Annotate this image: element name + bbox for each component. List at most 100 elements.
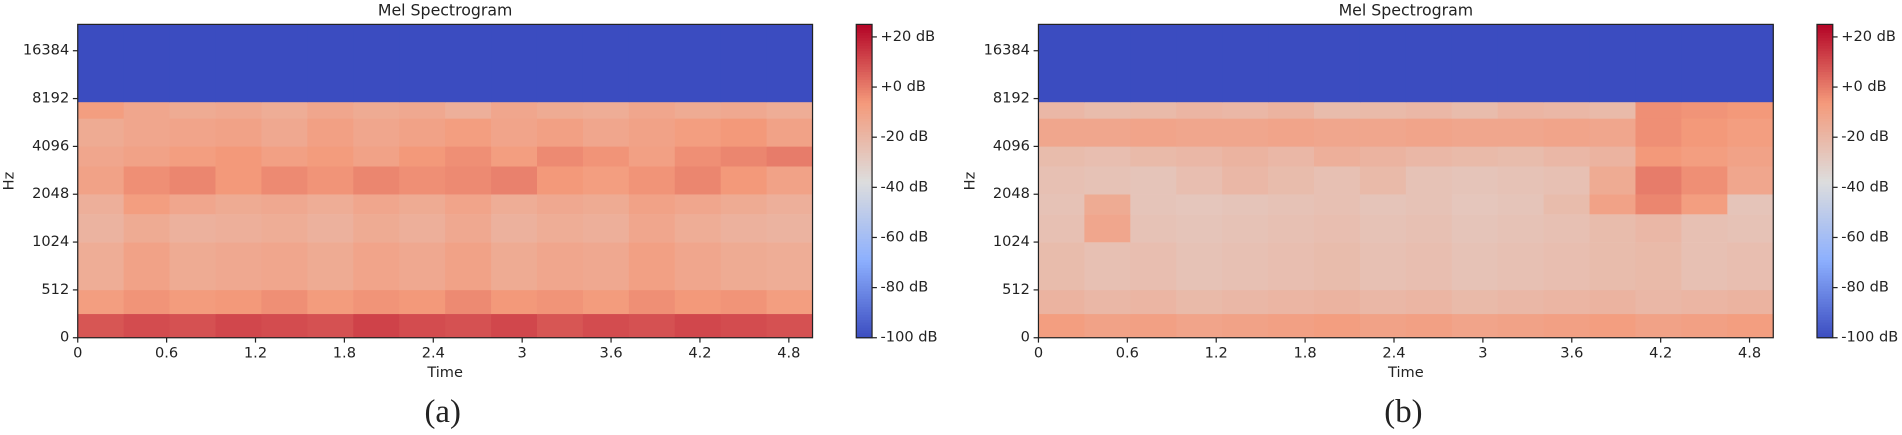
heat-cell: [1727, 194, 1774, 215]
colorbar-swatch: [856, 60, 873, 65]
y-tick-label: 8192: [32, 90, 69, 107]
colorbar-swatch: [1816, 254, 1833, 258]
heat-cell: [307, 214, 354, 243]
heat-cell: [261, 214, 308, 243]
heat-cell: [1405, 101, 1453, 119]
colorbar-swatch: [1816, 262, 1833, 266]
x-axis-label: Time: [1387, 364, 1424, 381]
heat-cell: [536, 289, 584, 315]
heat-cell: [1130, 289, 1177, 315]
y-axis-label: Hz: [961, 171, 978, 190]
heat-cell: [1497, 101, 1545, 119]
colorbar-swatch: [856, 170, 873, 174]
heat-cell: [1635, 242, 1682, 291]
heat-cell: [674, 289, 722, 315]
y-tick-label: 2048: [993, 185, 1030, 202]
colorbar-tick-label: -40 dB: [1841, 178, 1889, 195]
colorbar-swatch: [1816, 29, 1833, 33]
heat-cell: [582, 289, 630, 315]
heat-cell: [628, 194, 676, 215]
heat-cell: [720, 166, 768, 195]
heat-cell: [766, 242, 814, 291]
colorbar-swatch: [856, 194, 873, 198]
colorbar-swatch: [1816, 89, 1833, 93]
heat-cell: [307, 146, 354, 167]
colorbar-swatch: [1816, 204, 1833, 208]
heat-cell: [582, 166, 630, 195]
heat-cell: [536, 313, 584, 338]
colorbar-swatch: [1816, 264, 1833, 268]
heat-cell: [1451, 118, 1499, 147]
heat-cell: [1084, 101, 1131, 119]
y-tick-label: 1024: [32, 233, 69, 250]
x-tick-label: 2.4: [1382, 345, 1405, 362]
heat-cell: [766, 166, 814, 195]
colorbar-swatch: [856, 332, 873, 336]
colorbar-swatch: [1816, 314, 1833, 318]
heat-cell: [1314, 194, 1361, 215]
colorbar-swatch: [856, 186, 873, 190]
colorbar-swatch: [1816, 183, 1833, 187]
x-tick-label: 1.2: [244, 345, 267, 362]
heat-cell: [1359, 214, 1407, 243]
colorbar-swatch: [856, 322, 873, 326]
heat-cell: [123, 214, 171, 243]
heat-cell: [169, 313, 216, 338]
heat-cell: [1405, 194, 1453, 215]
colorbar-swatch: [1816, 42, 1833, 46]
heat-cell: [1405, 166, 1453, 195]
heat-cell: [674, 101, 722, 119]
heat-cell: [123, 101, 171, 119]
heat-cell: [1268, 214, 1315, 243]
colorbar-swatch: [856, 89, 873, 93]
colorbar-swatch: [1816, 215, 1833, 219]
colorbar-swatch: [856, 288, 873, 292]
heat-cell: [720, 146, 768, 167]
colorbar-swatch: [1816, 207, 1833, 211]
colorbar-swatch: [1816, 306, 1833, 310]
colorbar-swatch: [1816, 235, 1833, 240]
heat-cell: [1635, 101, 1682, 119]
colorbar-swatch: [1816, 288, 1833, 292]
heat-cell: [536, 194, 584, 215]
heat-cell: [261, 289, 308, 315]
colorbar-swatch: [856, 139, 873, 143]
colorbar-swatch: [1816, 230, 1833, 234]
x-tick-label: 0.6: [1116, 345, 1139, 362]
heat-cell: [1405, 214, 1453, 243]
heat-cell: [77, 289, 125, 315]
colorbar-swatch: [856, 327, 873, 331]
heat-cell: [1451, 313, 1499, 338]
heat-cell: [628, 289, 676, 315]
heat-cell: [307, 289, 354, 315]
colorbar-swatch: [856, 248, 873, 253]
heat-cell: [1314, 101, 1361, 119]
heat-cell: [399, 101, 446, 119]
x-tick-label: 2.4: [422, 345, 445, 362]
colorbar-swatch: [1816, 275, 1833, 279]
heat-cell: [720, 24, 768, 103]
colorbar-swatch: [856, 79, 873, 83]
heat-cell: [445, 146, 492, 167]
heat-cell: [77, 166, 125, 195]
colorbar-swatch: [1816, 87, 1833, 91]
colorbar-swatch: [1816, 316, 1833, 321]
colorbar-swatch: [856, 314, 873, 318]
heat-cell: [536, 24, 584, 103]
colorbar-swatch: [1816, 233, 1833, 237]
colorbar-swatch: [856, 324, 873, 328]
heat-cell: [674, 166, 722, 195]
colorbar-swatch: [856, 175, 873, 180]
heat-cell: [1130, 242, 1177, 291]
colorbar-swatch: [1816, 113, 1833, 117]
colorbar-swatch: [1816, 277, 1833, 281]
heat-cell: [169, 194, 216, 215]
heat-cell: [536, 118, 584, 147]
colorbar-swatch: [1816, 149, 1833, 153]
heat-cell: [353, 289, 400, 315]
x-tick-label: 3.6: [1560, 345, 1583, 362]
colorbar-swatch: [1816, 272, 1833, 276]
heat-cell: [1130, 313, 1177, 338]
heat-cell: [1268, 242, 1315, 291]
colorbar-tick-label: -40 dB: [881, 178, 929, 195]
